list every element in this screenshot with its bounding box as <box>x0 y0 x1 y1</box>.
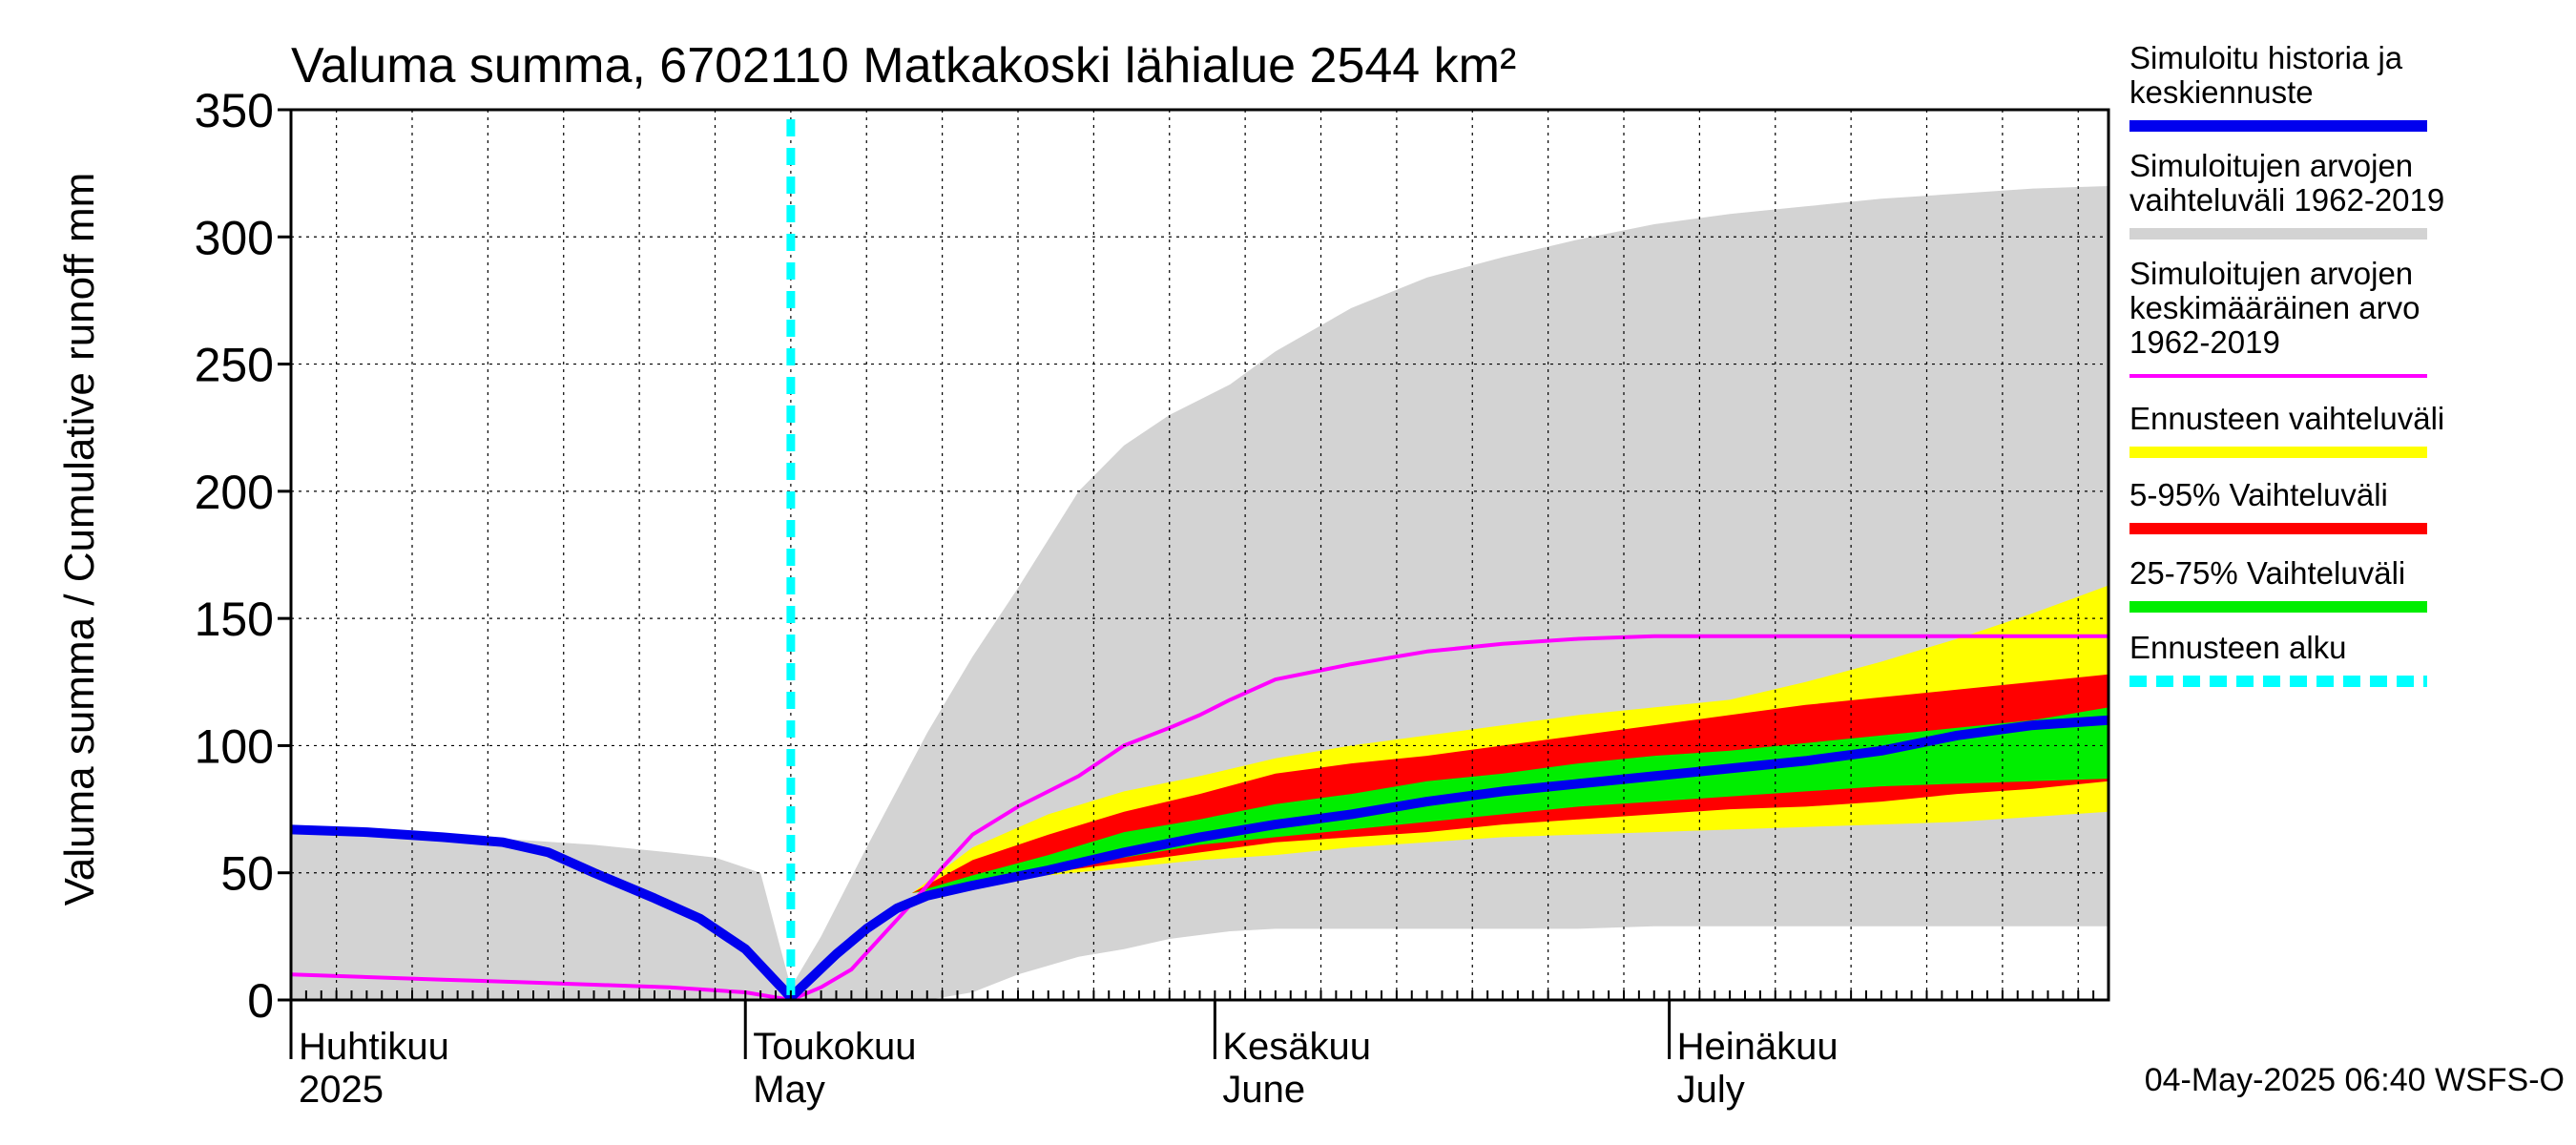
legend-label: Simuloitujen arvojen <box>2129 148 2413 183</box>
band-4 <box>911 707 2109 893</box>
series-line-forecast <box>291 715 2109 1000</box>
y-tick-label: 250 <box>195 339 274 392</box>
x-month-label-fi: Heinäkuu <box>1677 1026 1839 1068</box>
x-month-label-en: 2025 <box>299 1069 384 1111</box>
y-tick-label: 0 <box>247 974 274 1028</box>
legend-label: keskiennuste <box>2129 74 2314 110</box>
series-line-mean <box>291 634 2109 1000</box>
x-month-label-fi: Kesäkuu <box>1222 1026 1371 1068</box>
x-month-label-en: May <box>753 1069 825 1111</box>
x-month-label-fi: Toukokuu <box>753 1026 916 1068</box>
y-tick-label: 300 <box>195 211 274 264</box>
legend-label: keskimääräinen arvo <box>2129 290 2420 325</box>
y-tick-label: 50 <box>220 847 274 901</box>
y-tick-label: 100 <box>195 719 274 773</box>
y-tick-label: 150 <box>195 593 274 646</box>
chart-title: Valuma summa, 6702110 Matkakoski lähialu… <box>291 38 1516 94</box>
y-tick-label: 350 <box>195 84 274 137</box>
x-month-label-en: July <box>1677 1069 1745 1111</box>
legend-label: 5-95% Vaihteluväli <box>2129 477 2388 512</box>
legend-label: Simuloitujen arvojen <box>2129 256 2413 291</box>
series-layer <box>291 186 2109 1000</box>
y-tick-label: 200 <box>195 466 274 519</box>
timestamp-label: 04-May-2025 06:40 WSFS-O <box>2145 1062 2565 1098</box>
legend-label: Ennusteen alku <box>2129 630 2347 665</box>
x-month-label-fi: Huhtikuu <box>299 1026 449 1068</box>
y-axis-label: Valuma summa / Cumulative runoff mm <box>56 173 103 906</box>
legend-label: Ennusteen vaihteluväli <box>2129 401 2444 436</box>
legend-label: 25-75% Vaihteluväli <box>2129 555 2405 591</box>
legend-label: vaihteluväli 1962-2019 <box>2129 182 2444 218</box>
x-month-label-en: June <box>1222 1069 1305 1111</box>
legend-label: 1962-2019 <box>2129 324 2280 360</box>
legend-label: Simuloitu historia ja <box>2129 40 2403 75</box>
